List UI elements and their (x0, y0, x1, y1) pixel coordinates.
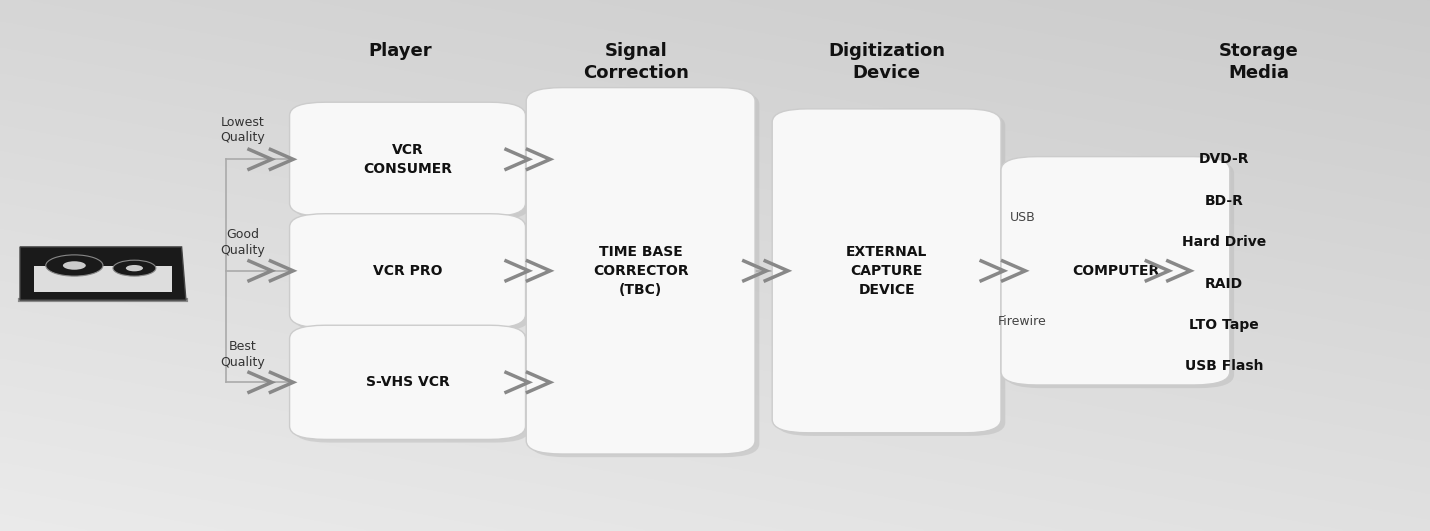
Text: LTO Tape: LTO Tape (1190, 318, 1258, 332)
Circle shape (46, 255, 103, 276)
FancyBboxPatch shape (295, 217, 529, 331)
Circle shape (126, 265, 143, 271)
Text: Firewire: Firewire (998, 315, 1047, 328)
Circle shape (63, 261, 86, 270)
Text: Digitization
Device: Digitization Device (828, 42, 945, 82)
Text: EXTERNAL
CAPTURE
DEVICE: EXTERNAL CAPTURE DEVICE (847, 245, 927, 297)
Circle shape (113, 260, 156, 276)
Polygon shape (20, 247, 186, 300)
FancyBboxPatch shape (1005, 160, 1234, 388)
FancyBboxPatch shape (34, 266, 172, 292)
FancyBboxPatch shape (526, 88, 755, 454)
FancyBboxPatch shape (772, 109, 1001, 433)
Text: TIME BASE
CORRECTOR
(TBC): TIME BASE CORRECTOR (TBC) (593, 245, 688, 297)
Text: RAID: RAID (1205, 277, 1243, 290)
Text: USB: USB (1010, 211, 1035, 224)
Text: Lowest
Quality: Lowest Quality (220, 116, 266, 144)
Text: BD-R: BD-R (1204, 194, 1244, 208)
Text: Player: Player (369, 42, 432, 61)
Text: COMPUTER: COMPUTER (1071, 264, 1160, 278)
FancyBboxPatch shape (531, 91, 759, 457)
Text: Hard Drive: Hard Drive (1183, 235, 1266, 249)
FancyBboxPatch shape (1001, 157, 1230, 385)
FancyBboxPatch shape (295, 106, 529, 220)
FancyBboxPatch shape (289, 325, 526, 440)
FancyBboxPatch shape (776, 112, 1005, 436)
Text: VCR
CONSUMER: VCR CONSUMER (363, 143, 452, 176)
FancyBboxPatch shape (289, 214, 526, 328)
Text: Signal
Correction: Signal Correction (583, 42, 689, 82)
Text: VCR PRO: VCR PRO (373, 264, 442, 278)
Text: DVD-R: DVD-R (1198, 152, 1250, 166)
FancyBboxPatch shape (295, 328, 529, 443)
Text: Storage
Media: Storage Media (1218, 42, 1298, 82)
Text: Best
Quality: Best Quality (220, 340, 266, 369)
FancyBboxPatch shape (289, 102, 526, 217)
Text: S-VHS VCR: S-VHS VCR (366, 375, 449, 389)
Text: Good
Quality: Good Quality (220, 228, 266, 257)
Text: USB Flash: USB Flash (1185, 359, 1263, 373)
